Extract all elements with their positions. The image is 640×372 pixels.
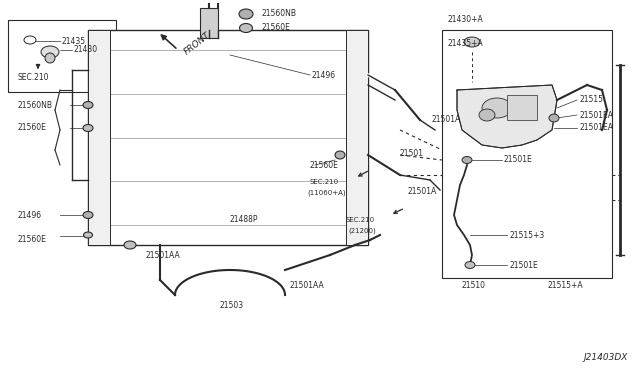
Ellipse shape [83, 102, 93, 109]
Bar [8, 20, 116, 92]
Text: 21560E: 21560E [18, 235, 47, 244]
Ellipse shape [83, 232, 93, 238]
Text: 21501E: 21501E [504, 155, 532, 164]
Ellipse shape [479, 109, 495, 121]
Text: 21501A: 21501A [408, 187, 437, 196]
Text: 21501: 21501 [400, 148, 424, 157]
Bar [88, 30, 110, 245]
Text: 21430: 21430 [74, 45, 98, 55]
Ellipse shape [335, 151, 345, 159]
Text: 21560NB: 21560NB [262, 10, 297, 19]
Ellipse shape [464, 37, 480, 47]
Text: 21501EA: 21501EA [579, 124, 613, 132]
Text: 21496: 21496 [18, 211, 42, 219]
Text: 21560NB: 21560NB [18, 100, 53, 109]
Text: 21501AA: 21501AA [290, 280, 324, 289]
Ellipse shape [462, 157, 472, 164]
Text: 21515+3: 21515+3 [509, 231, 544, 240]
Ellipse shape [41, 46, 59, 58]
Text: 21503: 21503 [220, 301, 244, 310]
Text: 21501A: 21501A [432, 115, 461, 125]
Bar [507, 95, 537, 120]
Text: (11060+A): (11060+A) [307, 190, 346, 196]
Text: 21515: 21515 [579, 96, 603, 105]
Text: 21496: 21496 [312, 71, 336, 80]
Text: 21560E: 21560E [262, 23, 291, 32]
Bar [88, 30, 368, 245]
Text: 21560E: 21560E [310, 160, 339, 170]
Ellipse shape [549, 114, 559, 122]
Text: FRONT: FRONT [182, 31, 212, 57]
Text: 21501AA: 21501AA [145, 250, 180, 260]
Ellipse shape [24, 36, 36, 44]
Text: SEC.210: SEC.210 [18, 74, 49, 83]
Text: 21560E: 21560E [18, 124, 47, 132]
Text: 21501E: 21501E [509, 260, 538, 269]
Text: SEC.210: SEC.210 [310, 179, 339, 185]
Text: 21430+A: 21430+A [447, 16, 483, 25]
Ellipse shape [482, 98, 512, 118]
Ellipse shape [239, 23, 253, 32]
Ellipse shape [239, 9, 253, 19]
Polygon shape [457, 85, 557, 148]
Text: 21435+A: 21435+A [447, 39, 483, 48]
Text: 21515+A: 21515+A [547, 280, 582, 289]
Text: SEC.210: SEC.210 [345, 217, 374, 223]
Text: (21200): (21200) [348, 228, 376, 234]
Text: J21403DX: J21403DX [584, 353, 628, 362]
Text: 21488P: 21488P [230, 215, 259, 224]
Circle shape [45, 53, 55, 63]
Ellipse shape [124, 241, 136, 249]
Ellipse shape [465, 262, 475, 269]
Ellipse shape [83, 212, 93, 218]
Text: 21435: 21435 [62, 36, 86, 45]
Bar [200, 8, 218, 38]
Text: 21510: 21510 [462, 280, 486, 289]
Bar [346, 30, 368, 245]
Text: 21501EA: 21501EA [579, 110, 613, 119]
Bar [442, 30, 612, 278]
Ellipse shape [83, 125, 93, 131]
